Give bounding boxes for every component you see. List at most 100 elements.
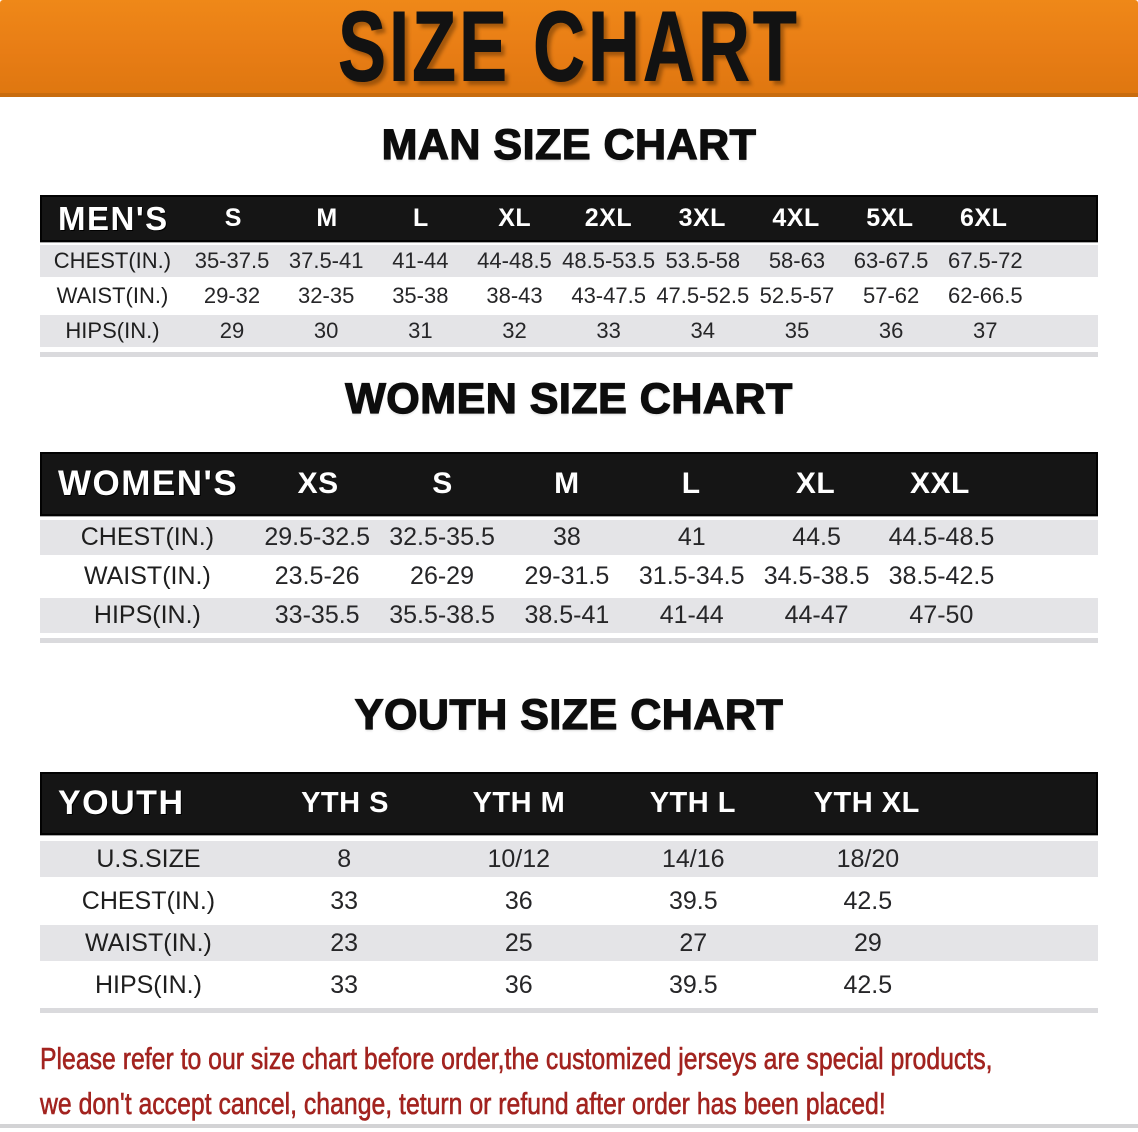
size-header-cell: 6XL: [959, 204, 1008, 232]
table-header-label: MEN'S: [58, 199, 169, 237]
row-label: WAIST(IN.): [83, 562, 211, 590]
row-label: CHEST(IN.): [81, 886, 216, 915]
size-header-cell: XL: [795, 467, 836, 500]
value-cell: 67.5-72: [947, 248, 1023, 273]
value-cell: 14/16: [662, 844, 725, 873]
value-cell: 42.5: [843, 970, 893, 999]
table-bottom-rule: [40, 638, 1098, 643]
value-cell: 29-32: [203, 283, 261, 308]
value-cell: 36: [878, 318, 904, 343]
size-header-cell: S: [432, 467, 453, 500]
value-cell: 42.5: [843, 886, 893, 915]
value-cell: 23: [330, 928, 359, 957]
value-cell: 23.5-26: [274, 562, 360, 590]
value-cell: 26-29: [410, 562, 474, 590]
value-cell: 39.5: [668, 886, 718, 915]
banner: SIZE CHART: [0, 0, 1138, 97]
table-row: WAIST(IN.) 29-32 32-35 35-38 38-43 43-47.5 47.…: [40, 280, 1098, 312]
size-header-cell: YTH L: [649, 787, 736, 819]
row-label: U.S.SIZE: [96, 844, 201, 873]
size-header-cell: 4XL: [772, 204, 820, 232]
disclaimer-line-1: Please refer to our size chart before or…: [40, 1041, 993, 1077]
table-header-label: YOUTH: [58, 784, 185, 822]
value-cell: 36: [504, 970, 533, 999]
value-cell: 29: [219, 318, 245, 343]
size-header-cell: 3XL: [678, 204, 726, 232]
size-header-cell: L: [681, 467, 701, 500]
value-cell: 35-37.5: [194, 248, 270, 273]
row-label: WAIST(IN.): [56, 283, 169, 308]
table-bottom-rule: [40, 1008, 1098, 1013]
value-cell: 34.5-38.5: [763, 562, 870, 590]
table-bottom-rule: [40, 352, 1098, 357]
value-cell: 41: [677, 523, 706, 551]
value-cell: 39.5: [668, 970, 718, 999]
value-cell: 38.5-41: [524, 601, 610, 629]
table-row: U.S.SIZE 8 10/12 14/16 18/20: [40, 841, 1098, 877]
value-cell: 37.5-41: [288, 248, 364, 273]
value-cell: 35-38: [392, 283, 449, 308]
value-cell: 57-62: [862, 283, 920, 308]
table-row: HIPS(IN.) 33 36 39.5 42.5: [40, 967, 1098, 1003]
value-cell: 58-63: [768, 248, 826, 273]
value-cell: 33: [596, 318, 621, 343]
value-cell: 10/12: [487, 844, 550, 873]
value-cell: 34: [690, 318, 716, 343]
value-cell: 31.5-34.5: [638, 562, 745, 590]
table-row: CHEST(IN.) 35-37.5 37.5-41 41-44 44-48.5 48.5…: [40, 245, 1098, 277]
value-cell: 27: [679, 928, 708, 957]
value-cell: 44-48.5: [477, 248, 552, 273]
men-size-table: MEN'S S M L XL 2XL 3XL 4XL 5XL 6XL CHEST(IN.) 35-37…: [40, 195, 1098, 357]
value-cell: 38.5-42.5: [888, 562, 995, 590]
value-cell: 52.5-57: [759, 283, 835, 308]
value-cell: 47.5-52.5: [656, 283, 750, 308]
size-header-cell: XXL: [910, 467, 970, 500]
disclaimer-line-2: we don't accept cancel, change, teturn o…: [40, 1086, 886, 1122]
value-cell: 33-35.5: [274, 601, 360, 629]
row-label: CHEST(IN.): [80, 523, 215, 551]
size-header-cell: M: [316, 204, 338, 232]
size-header-cell: M: [554, 467, 580, 500]
banner-title: SIZE CHART: [338, 0, 800, 102]
value-cell: 44.5-48.5: [888, 523, 995, 551]
value-cell: 31: [408, 318, 433, 343]
value-cell: 44-47: [784, 601, 849, 629]
row-label: HIPS(IN.): [65, 318, 160, 343]
value-cell: 53.5-58: [665, 248, 741, 273]
value-cell: 41-44: [392, 248, 449, 273]
size-header-cell: S: [224, 204, 242, 232]
table-header-row: YOUTH YTH S YTH M YTH L YTH XL: [40, 772, 1098, 835]
bottom-divider: [0, 1124, 1138, 1128]
women-size-table: WOMEN'S XS S M L XL XXL CHEST(IN.) 29.5-32.5 32.5…: [40, 452, 1098, 643]
value-cell: 32: [502, 318, 527, 343]
value-cell: 25: [504, 928, 533, 957]
value-cell: 8: [337, 844, 352, 873]
size-header-cell: XL: [498, 204, 532, 232]
value-cell: 62-66.5: [947, 283, 1023, 308]
youth-size-chart-title: YOUTH SIZE CHART: [354, 690, 784, 739]
table-header-label: WOMEN'S: [58, 464, 239, 503]
size-header-cell: 5XL: [866, 204, 914, 232]
value-cell: 43-47.5: [571, 283, 646, 308]
value-cell: 18/20: [836, 844, 900, 873]
size-header-cell: L: [412, 204, 429, 232]
value-cell: 38: [552, 523, 581, 551]
table-header-row: WOMEN'S XS S M L XL XXL: [40, 452, 1098, 516]
row-label: WAIST(IN.): [85, 928, 212, 957]
value-cell: 48.5-53.5: [562, 248, 656, 273]
disclaimer-text: Please refer to our size chart before or…: [40, 1036, 993, 1126]
value-cell: 63-67.5: [853, 248, 929, 273]
value-cell: 44.5: [792, 523, 841, 551]
table-row: WAIST(IN.) 23 25 27 29: [40, 925, 1098, 961]
value-cell: 32.5-35.5: [389, 523, 495, 551]
value-cell: 37: [973, 318, 998, 343]
table-row: CHEST(IN.) 33 36 39.5 42.5: [40, 883, 1098, 919]
value-cell: 35: [784, 318, 810, 343]
table-row: HIPS(IN.) 29 30 31 32 33 34 35 36 37: [40, 315, 1098, 347]
value-cell: 29.5-32.5: [264, 523, 370, 551]
value-cell: 29-31.5: [524, 562, 610, 590]
value-cell: 36: [504, 886, 533, 915]
row-label: HIPS(IN.): [93, 601, 201, 629]
row-label: HIPS(IN.): [94, 970, 202, 999]
